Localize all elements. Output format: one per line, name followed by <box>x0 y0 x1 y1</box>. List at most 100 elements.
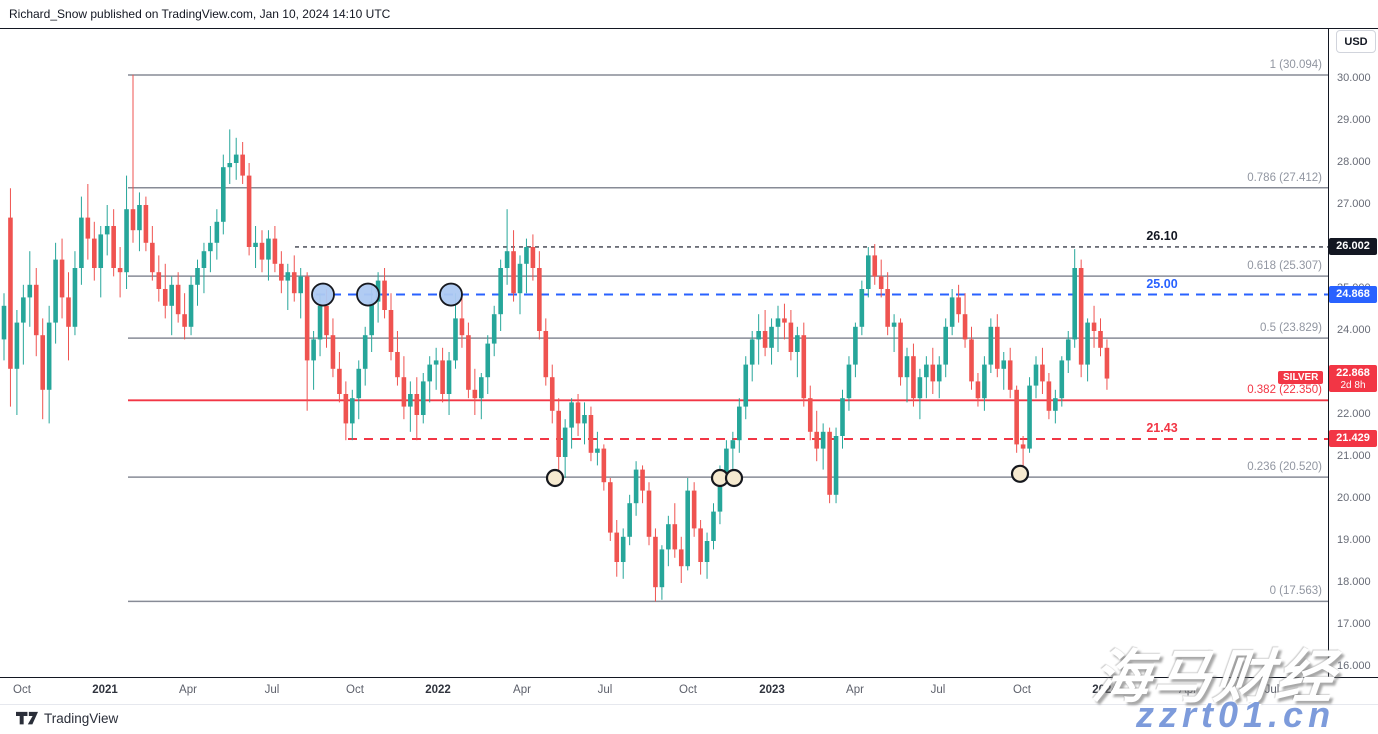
candle-body <box>517 263 523 294</box>
candle-body <box>246 175 252 247</box>
candle-body <box>195 268 200 285</box>
candle-body <box>111 226 116 268</box>
candle-body <box>911 356 916 399</box>
candle-body <box>801 335 807 399</box>
candle-body <box>659 549 665 588</box>
candle-body <box>356 368 362 399</box>
candle-body <box>814 431 819 449</box>
candle-body <box>730 440 736 449</box>
candle-body <box>711 511 716 541</box>
candle-body <box>414 394 420 415</box>
tradingview-logo-link[interactable]: TradingView <box>16 711 118 726</box>
candle-body <box>395 352 400 378</box>
candle-body <box>420 381 426 415</box>
candle-body <box>956 297 961 315</box>
candle-body <box>1040 364 1045 382</box>
candle-body <box>188 284 194 327</box>
candle-body <box>427 364 432 382</box>
candle-body <box>666 524 671 550</box>
candle-body <box>130 209 136 231</box>
candle-body <box>582 415 587 424</box>
candle-body <box>453 318 458 361</box>
attribution-header: Richard_Snow published on TradingView.co… <box>9 7 391 21</box>
candle-body <box>446 360 452 394</box>
candle-body <box>433 360 439 365</box>
candle-body <box>588 415 594 453</box>
candle-body <box>504 251 510 268</box>
resistance-touch-circle <box>311 282 335 307</box>
candle-body <box>827 431 832 495</box>
candle-body <box>949 297 955 327</box>
candle-body <box>1027 385 1032 449</box>
candle-body <box>227 163 233 168</box>
candle-body <box>595 448 600 453</box>
candle-body <box>440 360 445 394</box>
candle-body <box>104 226 110 235</box>
candle-body <box>795 335 800 352</box>
candle-body <box>298 276 303 294</box>
candle-body <box>524 247 529 264</box>
candle-body <box>208 242 213 252</box>
candle-body <box>33 284 39 336</box>
candle-body <box>317 305 323 340</box>
candle-body <box>995 326 1000 369</box>
tradingview-logo-text: TradingView <box>44 711 119 726</box>
candle-body <box>1001 360 1007 369</box>
watermark-url: zzrt01.cn <box>1136 694 1336 734</box>
candle-body <box>530 247 536 268</box>
candle-body <box>698 528 703 562</box>
currency-toggle-button[interactable]: USD <box>1336 30 1376 53</box>
candle-body <box>143 205 149 243</box>
candle-body <box>511 251 516 294</box>
candle-body <box>846 364 852 399</box>
candle-body <box>930 364 936 382</box>
candle-body <box>749 339 755 365</box>
candle-body <box>162 289 168 306</box>
candle-body <box>79 217 84 268</box>
candle-body <box>653 536 658 588</box>
candle-series <box>1 74 1110 602</box>
currency-label: USD <box>1344 35 1368 48</box>
candle-body <box>975 381 981 399</box>
candle-body <box>853 326 858 365</box>
candle-body <box>859 289 865 327</box>
candle-body <box>362 335 368 369</box>
candle-body <box>369 301 374 336</box>
candle-body <box>253 242 258 247</box>
candle-body <box>150 242 155 273</box>
footer-divider <box>0 704 1378 705</box>
candle-body <box>466 335 471 390</box>
candle-body <box>1053 398 1058 411</box>
candle-body <box>891 322 897 327</box>
candle-body <box>98 234 104 268</box>
candle-body <box>14 322 20 369</box>
candle-body <box>878 276 884 289</box>
candle-body <box>537 268 542 331</box>
candle-body <box>678 549 684 567</box>
candle-body <box>620 536 626 562</box>
candle-body <box>343 394 349 424</box>
candle-body <box>885 289 890 327</box>
candle-body <box>866 255 871 289</box>
candle-body <box>72 268 78 327</box>
candle-body <box>1078 268 1084 365</box>
candle-body <box>291 272 297 294</box>
candle-body <box>646 490 652 537</box>
candle-body <box>1046 381 1052 411</box>
candle-body <box>337 368 342 394</box>
support-touch-circle <box>724 468 744 488</box>
candle-body <box>259 242 265 260</box>
candle-body <box>388 310 394 352</box>
candle-body <box>962 314 968 340</box>
candle-body <box>743 364 749 407</box>
candle-body <box>672 524 678 550</box>
candle-body <box>330 335 336 369</box>
candle-body <box>304 276 310 361</box>
candle-body <box>917 377 923 399</box>
candle-body <box>498 268 503 315</box>
candle-body <box>221 167 226 222</box>
candle-body <box>1 305 7 340</box>
candle-body <box>40 335 45 390</box>
candle-body <box>1098 331 1103 348</box>
